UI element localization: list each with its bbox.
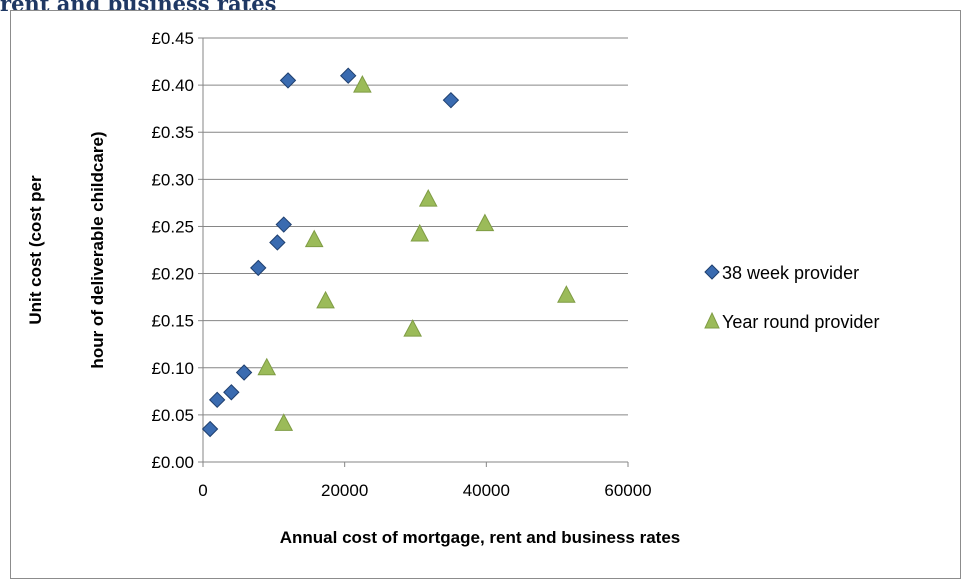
legend-item-38-week: 38 week provider [704,263,859,283]
x-axis-title: Annual cost of mortgage, rent and busine… [280,528,681,547]
legend-marker-diamond [704,264,720,280]
legend: 38 week provider Year round provider [704,263,879,332]
x-tick-label: 20000 [321,481,368,500]
data-point-38-week [208,391,226,409]
legend-item-year-round: Year round provider [704,311,879,332]
data-point-38-week [235,364,253,381]
data-point-38-week [340,67,357,84]
data-point-year-round [316,290,335,309]
data-point-38-week [201,420,219,438]
y-tick-label: £0.05 [151,406,194,425]
data-point-38-week [250,259,267,277]
data-point-year-round [403,319,422,337]
data-point-year-round [304,229,324,248]
data-point-year-round [475,213,495,232]
tick-labels: £0.00 £0.05 £0.10 £0.15 £0.20 £0.25 £0.30 £0.35… [151,29,651,500]
data-point-38-week [279,72,297,89]
y-tick-label: £0.30 [151,170,194,189]
x-tick-label: 60000 [604,481,651,500]
y-tick-label: £0.20 [151,265,194,284]
data-point-year-round [557,285,576,303]
x-tick-label: 40000 [463,481,510,500]
data-point-year-round [274,413,294,431]
y-tick-label: £0.00 [151,453,194,472]
y-tick-label: £0.40 [151,76,194,95]
axes [202,38,628,463]
y-tick-label: £0.25 [151,217,194,236]
chart-frame [10,10,961,579]
data-point-38-week [269,234,286,251]
y-axis-title-line-2: hour of deliverable childcare) [88,131,107,368]
data-point-year-round [418,189,438,207]
data-point-38-week [275,216,292,233]
legend-label-year-round: Year round provider [722,312,879,332]
y-tick-label: £0.45 [151,29,194,48]
y-tick-label: £0.15 [151,312,194,331]
data-points [201,67,576,438]
legend-label-38-week: 38 week provider [722,263,859,283]
data-point-year-round [353,75,372,93]
x-tick-label: 0 [198,481,207,500]
data-point-year-round [257,357,277,376]
legend-marker-triangle [704,311,720,329]
data-point-38-week [223,384,240,401]
y-tick-label: £0.35 [151,123,194,142]
data-point-year-round [410,223,430,242]
data-point-38-week [442,91,460,109]
y-tick-label: £0.10 [151,359,194,378]
y-axis-title-line-1: Unit cost (cost per [26,175,45,325]
gridlines [198,37,629,467]
